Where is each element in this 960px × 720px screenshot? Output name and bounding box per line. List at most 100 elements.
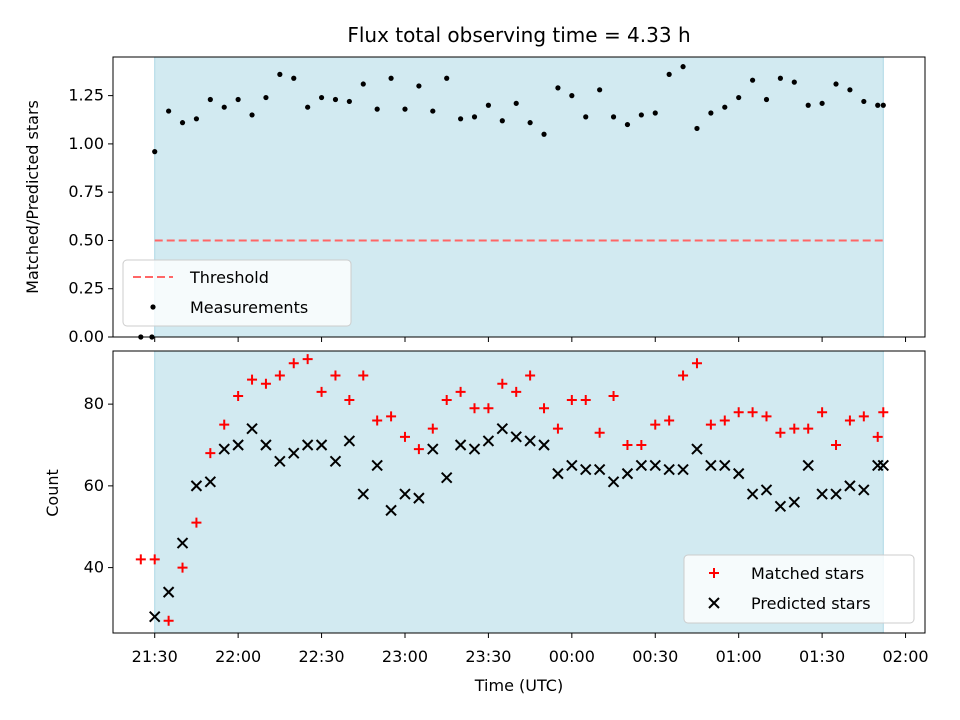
predicted-stars-point <box>427 443 439 455</box>
x-tick-label: 23:00 <box>382 647 428 666</box>
y-tick-label: 60 <box>84 476 104 495</box>
measurement-point <box>221 104 227 110</box>
legend-box <box>122 259 352 327</box>
y-tick-label: 1.00 <box>68 134 104 153</box>
predicted-stars-point <box>552 467 564 480</box>
legend: Matched stars Predicted stars <box>683 554 915 624</box>
predicted-stars-point <box>496 422 509 435</box>
measurement-point <box>805 102 811 108</box>
measurement-point <box>235 96 241 103</box>
measurement-point <box>166 108 172 114</box>
x-tick-label: 01:00 <box>716 647 762 666</box>
measurement-point <box>360 81 366 87</box>
measurement-point <box>652 110 658 116</box>
matched-stars-point <box>831 440 842 450</box>
predicted-stars-point <box>719 459 731 472</box>
predicted-stars-point <box>732 467 745 480</box>
legend: Threshold Measurements <box>122 259 352 327</box>
predicted-stars-point <box>663 463 675 476</box>
y-tick-label: 0.00 <box>68 327 104 346</box>
measurement-point <box>305 104 311 110</box>
predicted-stars-point <box>204 476 217 488</box>
predicted-stars-point <box>246 422 258 435</box>
predicted-stars-point <box>566 459 578 472</box>
measurement-point <box>722 104 728 110</box>
matched-stars-point <box>691 358 702 369</box>
measurement-point <box>263 94 269 101</box>
predicted-stars-point <box>830 488 842 500</box>
predicted-stars-point <box>774 500 787 513</box>
predicted-stars-point <box>176 537 189 549</box>
matched-stars-point <box>552 423 563 434</box>
matched-stars-point <box>288 358 299 369</box>
matched-stars-point <box>664 415 675 426</box>
matched-stars-point <box>497 378 508 389</box>
matched-stars-point <box>608 390 619 401</box>
predicted-stars-point <box>677 463 689 476</box>
measurement-point <box>569 93 575 99</box>
measurement-point <box>388 75 394 81</box>
matched-stars-point <box>705 419 716 430</box>
matched-stars-point <box>580 395 591 406</box>
measurement-point <box>277 71 283 77</box>
matched-stars-point <box>247 374 258 385</box>
measurement-point <box>291 75 297 81</box>
matched-stars-point <box>566 395 577 406</box>
predicted-stars-point <box>288 447 300 459</box>
measurement-point <box>346 98 352 105</box>
predicted-stars-point <box>218 443 230 455</box>
matched-stars-point <box>469 403 480 414</box>
measurement-point <box>374 106 380 112</box>
matched-stars-point <box>191 517 202 528</box>
x-tick-label: 22:00 <box>215 647 261 666</box>
legend-measurements-label: Measurements <box>190 298 308 317</box>
matched-stars-point <box>399 431 410 442</box>
x-tick-label: 00:30 <box>632 647 678 666</box>
x-tick-label: 01:30 <box>799 647 845 666</box>
predicted-stars-point <box>877 459 889 472</box>
matched-stars-point <box>205 448 216 459</box>
matched-stars-point <box>219 419 230 430</box>
matched-stars-point <box>427 423 438 434</box>
measurement-point <box>819 100 825 106</box>
predicted-stars-point <box>454 439 467 451</box>
measurement-point <box>624 121 631 128</box>
x-tick-label: 21:30 <box>132 647 178 666</box>
predicted-stars-point <box>149 610 161 623</box>
matched-stars-point <box>163 615 174 626</box>
ratio-panel: Flux total observing time = 4.33 h Match… <box>23 23 926 346</box>
measurement-point <box>471 114 478 120</box>
matched-stars-point <box>733 407 744 418</box>
measurement-point <box>249 112 255 118</box>
x-axis-label: Time (UTC) <box>474 676 563 695</box>
measurement-point <box>666 71 672 77</box>
measurement-point <box>777 75 783 81</box>
measurement-point <box>597 87 603 93</box>
predicted-stars-point <box>468 443 481 455</box>
matched-stars-point <box>761 411 772 422</box>
axes-frame <box>112 56 926 338</box>
matched-stars-point <box>483 403 494 414</box>
matched-stars-point <box>358 370 369 381</box>
matched-stars-point <box>858 411 869 422</box>
matched-stars-point <box>135 554 146 565</box>
predicted-stars-point <box>621 467 634 480</box>
matched-stars-point <box>455 386 466 397</box>
y-tick-label: 0.25 <box>68 279 104 298</box>
measurement-point <box>847 87 853 93</box>
measurement-point <box>583 114 589 120</box>
matched-stars-point <box>372 415 383 426</box>
legend-box <box>683 554 915 624</box>
legend-predicted-swatch <box>708 597 720 609</box>
measurement-point <box>318 94 325 101</box>
matched-stars-point <box>872 431 883 442</box>
predicted-stars-point <box>329 455 342 468</box>
measurement-point <box>499 118 505 124</box>
matched-stars-point <box>594 427 605 438</box>
predicted-stars-point <box>190 480 203 492</box>
predicted-stars-point <box>510 431 522 443</box>
predicted-stars-point <box>260 439 272 451</box>
matched-stars-point <box>274 370 285 381</box>
count-panel: Count Time (UTC) 40 60 80 21:30 22:00 22:30 23… <box>43 350 929 695</box>
